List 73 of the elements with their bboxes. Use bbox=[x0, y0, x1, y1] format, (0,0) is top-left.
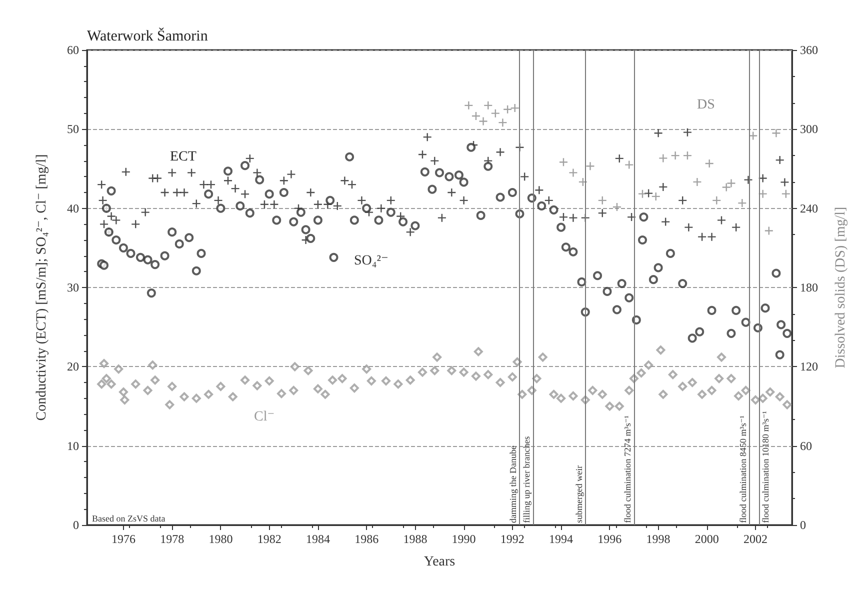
point bbox=[568, 168, 578, 178]
point bbox=[578, 177, 588, 187]
x-tick-label: 1984 bbox=[306, 532, 330, 546]
point bbox=[638, 189, 648, 198]
point bbox=[612, 202, 622, 212]
y2-tick-label: 180 bbox=[800, 280, 818, 294]
y2-tick-label: 300 bbox=[800, 122, 818, 136]
chart-title: Waterwork Šamorin bbox=[87, 28, 208, 44]
series-label: Cl⁻ bbox=[254, 410, 275, 424]
y-tick-label: 40 bbox=[67, 201, 79, 216]
x-tick-label: 1994 bbox=[549, 532, 574, 546]
point bbox=[490, 108, 500, 118]
x-tick-label: 1996 bbox=[598, 532, 622, 546]
y-tick-label: 10 bbox=[67, 438, 79, 453]
point bbox=[464, 100, 474, 110]
x-tick-label: 1992 bbox=[500, 532, 524, 546]
point bbox=[471, 111, 481, 121]
x-axis-title: Years bbox=[424, 554, 456, 570]
point bbox=[726, 178, 736, 188]
series-label: ECT bbox=[170, 150, 197, 164]
y2-tick-label: 240 bbox=[800, 201, 818, 216]
y-tick-label: 0 bbox=[73, 518, 79, 532]
y-tick-label: 50 bbox=[67, 122, 79, 136]
point bbox=[586, 162, 595, 171]
point bbox=[484, 100, 493, 110]
point bbox=[682, 150, 692, 160]
text: DS bbox=[697, 98, 715, 112]
point bbox=[624, 160, 634, 170]
ref-line-label: flood culmination 10180 m³s⁻¹ bbox=[760, 410, 771, 523]
point bbox=[658, 154, 668, 163]
ref-line-label: filling up river branches bbox=[522, 436, 532, 523]
y-tick-label: 20 bbox=[67, 360, 79, 374]
point bbox=[498, 118, 508, 128]
point bbox=[651, 192, 660, 202]
point bbox=[478, 116, 488, 126]
point bbox=[692, 177, 702, 187]
y2-tick-label: 60 bbox=[800, 438, 812, 453]
ref-line-label: flood culmination 8450 m³s⁻¹ bbox=[738, 415, 748, 523]
x-tick-label: 1982 bbox=[257, 532, 282, 546]
x-tick-label: 1986 bbox=[354, 532, 379, 546]
point bbox=[722, 182, 731, 192]
point bbox=[704, 158, 714, 168]
x-tick-label: 1980 bbox=[208, 532, 233, 546]
ref-line-label: damming the Danube bbox=[508, 446, 518, 523]
y2-tick-label: 0 bbox=[800, 518, 806, 532]
series-label: SO₄²⁻ bbox=[354, 254, 388, 268]
x-tick-label: 1998 bbox=[646, 532, 670, 546]
point bbox=[738, 198, 747, 208]
y2-axis-title: Dissolved solids (DS) [mg/l] bbox=[834, 206, 848, 368]
point bbox=[758, 189, 768, 198]
x-tick-label: 1978 bbox=[160, 532, 184, 546]
y-axis-title: Conductivity (ECT) [mS/m]; SO₄²⁻, Cl⁻ [mg/l] bbox=[34, 154, 50, 421]
y2-tick-label: 360 bbox=[800, 43, 818, 57]
x-tick-label: 2000 bbox=[694, 532, 719, 546]
point bbox=[772, 128, 781, 138]
point bbox=[781, 189, 791, 198]
y-tick-label: 30 bbox=[67, 280, 79, 294]
ref-line-label: submerged weir bbox=[574, 465, 584, 523]
ref-line-label: flood culmination 7274 m³s⁻¹ bbox=[622, 415, 632, 523]
x-tick-label: 1990 bbox=[452, 532, 476, 546]
annotation: Based on ZsVS data bbox=[92, 514, 166, 524]
point bbox=[712, 196, 722, 206]
point bbox=[502, 104, 512, 114]
point bbox=[558, 158, 568, 167]
point bbox=[670, 150, 680, 160]
x-tick-label: 2002 bbox=[744, 532, 768, 546]
y2-tick-label: 120 bbox=[800, 360, 818, 374]
point bbox=[598, 196, 607, 206]
point bbox=[764, 226, 774, 236]
x-tick-label: 1988 bbox=[403, 532, 428, 546]
point bbox=[510, 103, 520, 113]
y-tick-label: 60 bbox=[67, 43, 79, 57]
x-tick-label: 1976 bbox=[111, 532, 136, 546]
